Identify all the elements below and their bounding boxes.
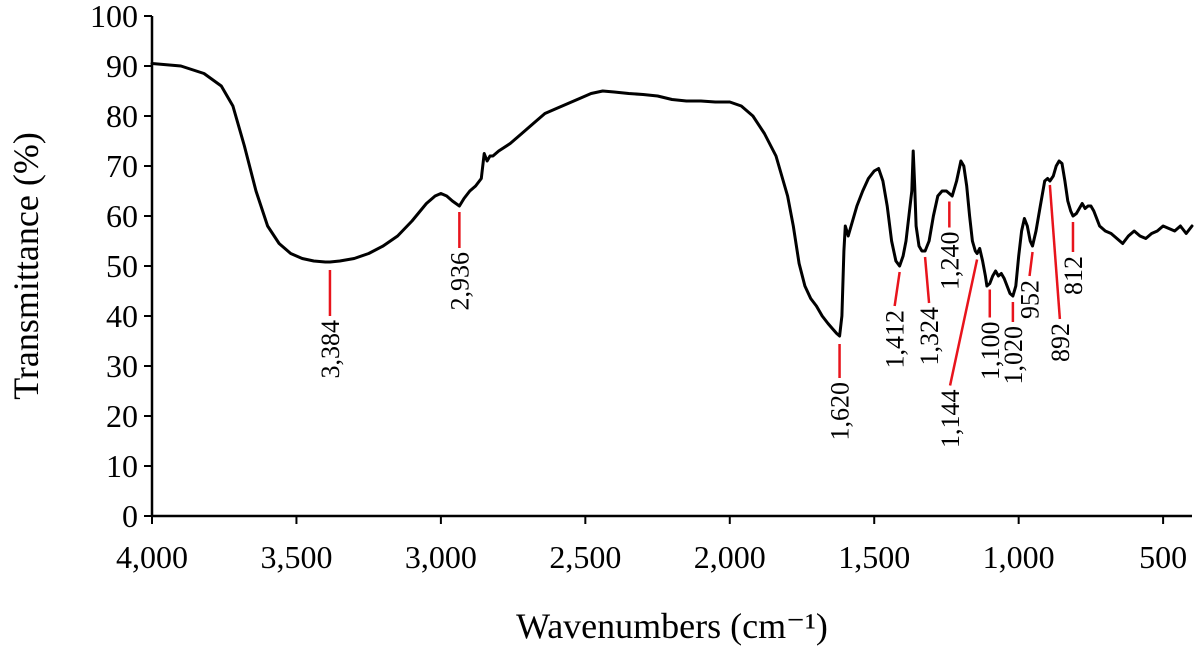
peak-label: 1,412: [881, 310, 910, 369]
peak-annotations: 3,384 2,936 1,620 1,412 1,324 1,240 1,144 1,100…: [316, 184, 1088, 449]
spectrum-line: [150, 62, 1194, 338]
peak-label: 1,620: [826, 382, 855, 441]
y-tick-label: 70: [106, 148, 138, 184]
y-tick-label: 20: [106, 398, 138, 434]
peak-label: 812: [1059, 256, 1088, 295]
peak-label: 1,020: [999, 326, 1028, 385]
x-tick-label: 500: [1139, 539, 1187, 575]
y-tick-label: 0: [122, 498, 138, 534]
peak-leader-line: [948, 259, 979, 386]
x-tick-label: 2,500: [549, 539, 621, 575]
x-tick-label: 1,500: [838, 539, 910, 575]
x-axis-title: Wavenumbers (cm⁻¹): [516, 606, 828, 646]
y-tick-label: 90: [106, 48, 138, 84]
peak-leader-line: [1048, 184, 1062, 320]
y-tick-label: 50: [106, 248, 138, 284]
y-tick-label: 100: [90, 0, 138, 34]
x-tick-label: 3,000: [405, 539, 477, 575]
y-tick-label: 60: [106, 198, 138, 234]
peak-leader-line: [893, 271, 901, 307]
peak-label: 1,240: [935, 232, 964, 291]
peak-label: 2,936: [445, 252, 474, 311]
y-axis-ticks: 0 10 20 30 40 50 60 70 80 90 100: [90, 0, 152, 534]
y-axis-title: Transmittance (%): [6, 132, 46, 400]
peak-label: 1,324: [915, 307, 944, 366]
x-tick-label: 3,500: [260, 539, 332, 575]
y-tick-label: 40: [106, 298, 138, 334]
x-tick-label: 2,000: [694, 539, 766, 575]
x-tick-label: 1,000: [983, 539, 1055, 575]
peak-label: 1,144: [936, 390, 965, 449]
peak-label: 1,100: [976, 322, 1005, 381]
peak-label: 892: [1046, 323, 1075, 362]
y-tick-label: 10: [106, 448, 138, 484]
y-tick-label: 30: [106, 348, 138, 384]
peak-label: 3,384: [316, 320, 345, 379]
peak-label: 952: [1016, 280, 1045, 319]
x-axis-ticks: 4,000 3,500 3,000 2,500 2,000 1,500 1,000 500: [116, 516, 1187, 575]
x-tick-label: 4,000: [116, 539, 188, 575]
peak-leader-line: [1028, 251, 1034, 277]
y-tick-label: 80: [106, 98, 138, 134]
peak-leader-line: [923, 256, 931, 304]
